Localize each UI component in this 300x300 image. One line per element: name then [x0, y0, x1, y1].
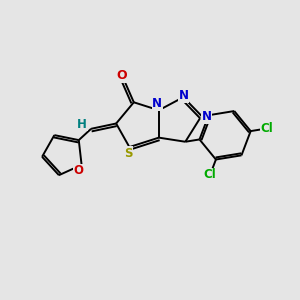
Text: Cl: Cl: [260, 122, 273, 135]
Text: O: O: [74, 164, 84, 177]
Text: O: O: [117, 69, 127, 82]
Text: N: N: [202, 110, 212, 123]
Text: N: N: [179, 89, 189, 102]
Text: S: S: [124, 147, 132, 160]
Text: Cl: Cl: [204, 168, 217, 181]
Text: N: N: [152, 97, 162, 110]
Text: H: H: [77, 118, 87, 131]
